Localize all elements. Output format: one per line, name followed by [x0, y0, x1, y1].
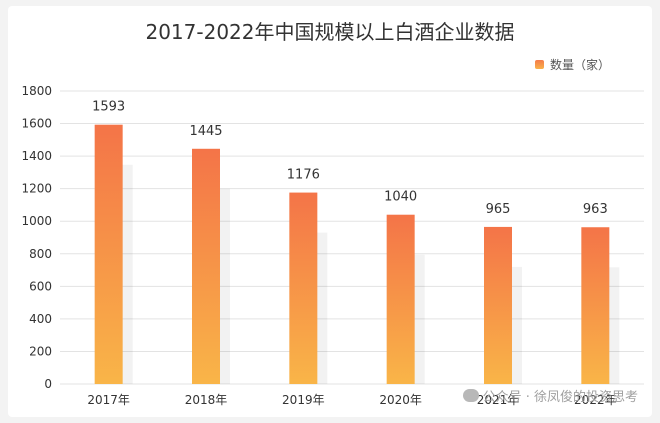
data-label-4: 965: [486, 202, 511, 217]
y-tick-label-3: 600: [29, 279, 52, 293]
legend-label: 数量（家）: [549, 58, 610, 72]
y-tick-label-8: 1600: [21, 117, 52, 131]
bar-2: [289, 192, 318, 384]
y-tick-label-7: 1400: [21, 149, 52, 163]
data-label-1: 1445: [189, 124, 222, 139]
watermark-text: 公众号 · 徐凤俊的投资思考: [482, 390, 638, 405]
x-tick-label-0: 2017年: [87, 393, 130, 407]
x-tick-label-4: 2021年: [477, 393, 520, 407]
chart-legend: 数量（家）: [534, 56, 610, 73]
y-tick-label-2: 400: [29, 312, 52, 326]
bar-4: [484, 226, 512, 384]
y-tick-label-9: 1800: [21, 84, 52, 98]
bar-3: [386, 214, 415, 384]
bar-5: [581, 227, 610, 384]
data-label-3: 1040: [384, 190, 417, 205]
x-tick-label-2: 2019年: [282, 393, 325, 407]
wechat-icon: [462, 389, 479, 402]
data-label-2: 1176: [287, 168, 320, 183]
watermark: 公众号 · 徐凤俊的投资思考: [462, 386, 638, 405]
y-tick-label-0: 0: [44, 377, 52, 391]
y-tick-label-1: 200: [29, 344, 52, 358]
y-tick-label-5: 1000: [21, 214, 52, 228]
y-tick-label-6: 1200: [21, 182, 52, 196]
chart-title: 2017-2022年中国规模以上白酒企业数据: [145, 20, 515, 44]
plot-area: 0 200 400 600 800 1000 1200 1400 1600 1800 1593 20…: [21, 84, 644, 407]
y-tick-label-4: 800: [29, 247, 52, 261]
data-label-5: 963: [583, 202, 608, 217]
legend-swatch: [534, 60, 544, 69]
bar-0: [94, 124, 123, 384]
x-tick-label-3: 2020年: [379, 393, 422, 407]
x-tick-label-5: 2022年: [574, 393, 617, 407]
x-tick-label-1: 2018年: [185, 393, 228, 407]
bar-1: [192, 148, 220, 384]
chart-card: 2017-2022年中国规模以上白酒企业数据 数量（家） 0 200 400 600 8…: [8, 6, 652, 417]
data-label-0: 1593: [92, 100, 125, 115]
